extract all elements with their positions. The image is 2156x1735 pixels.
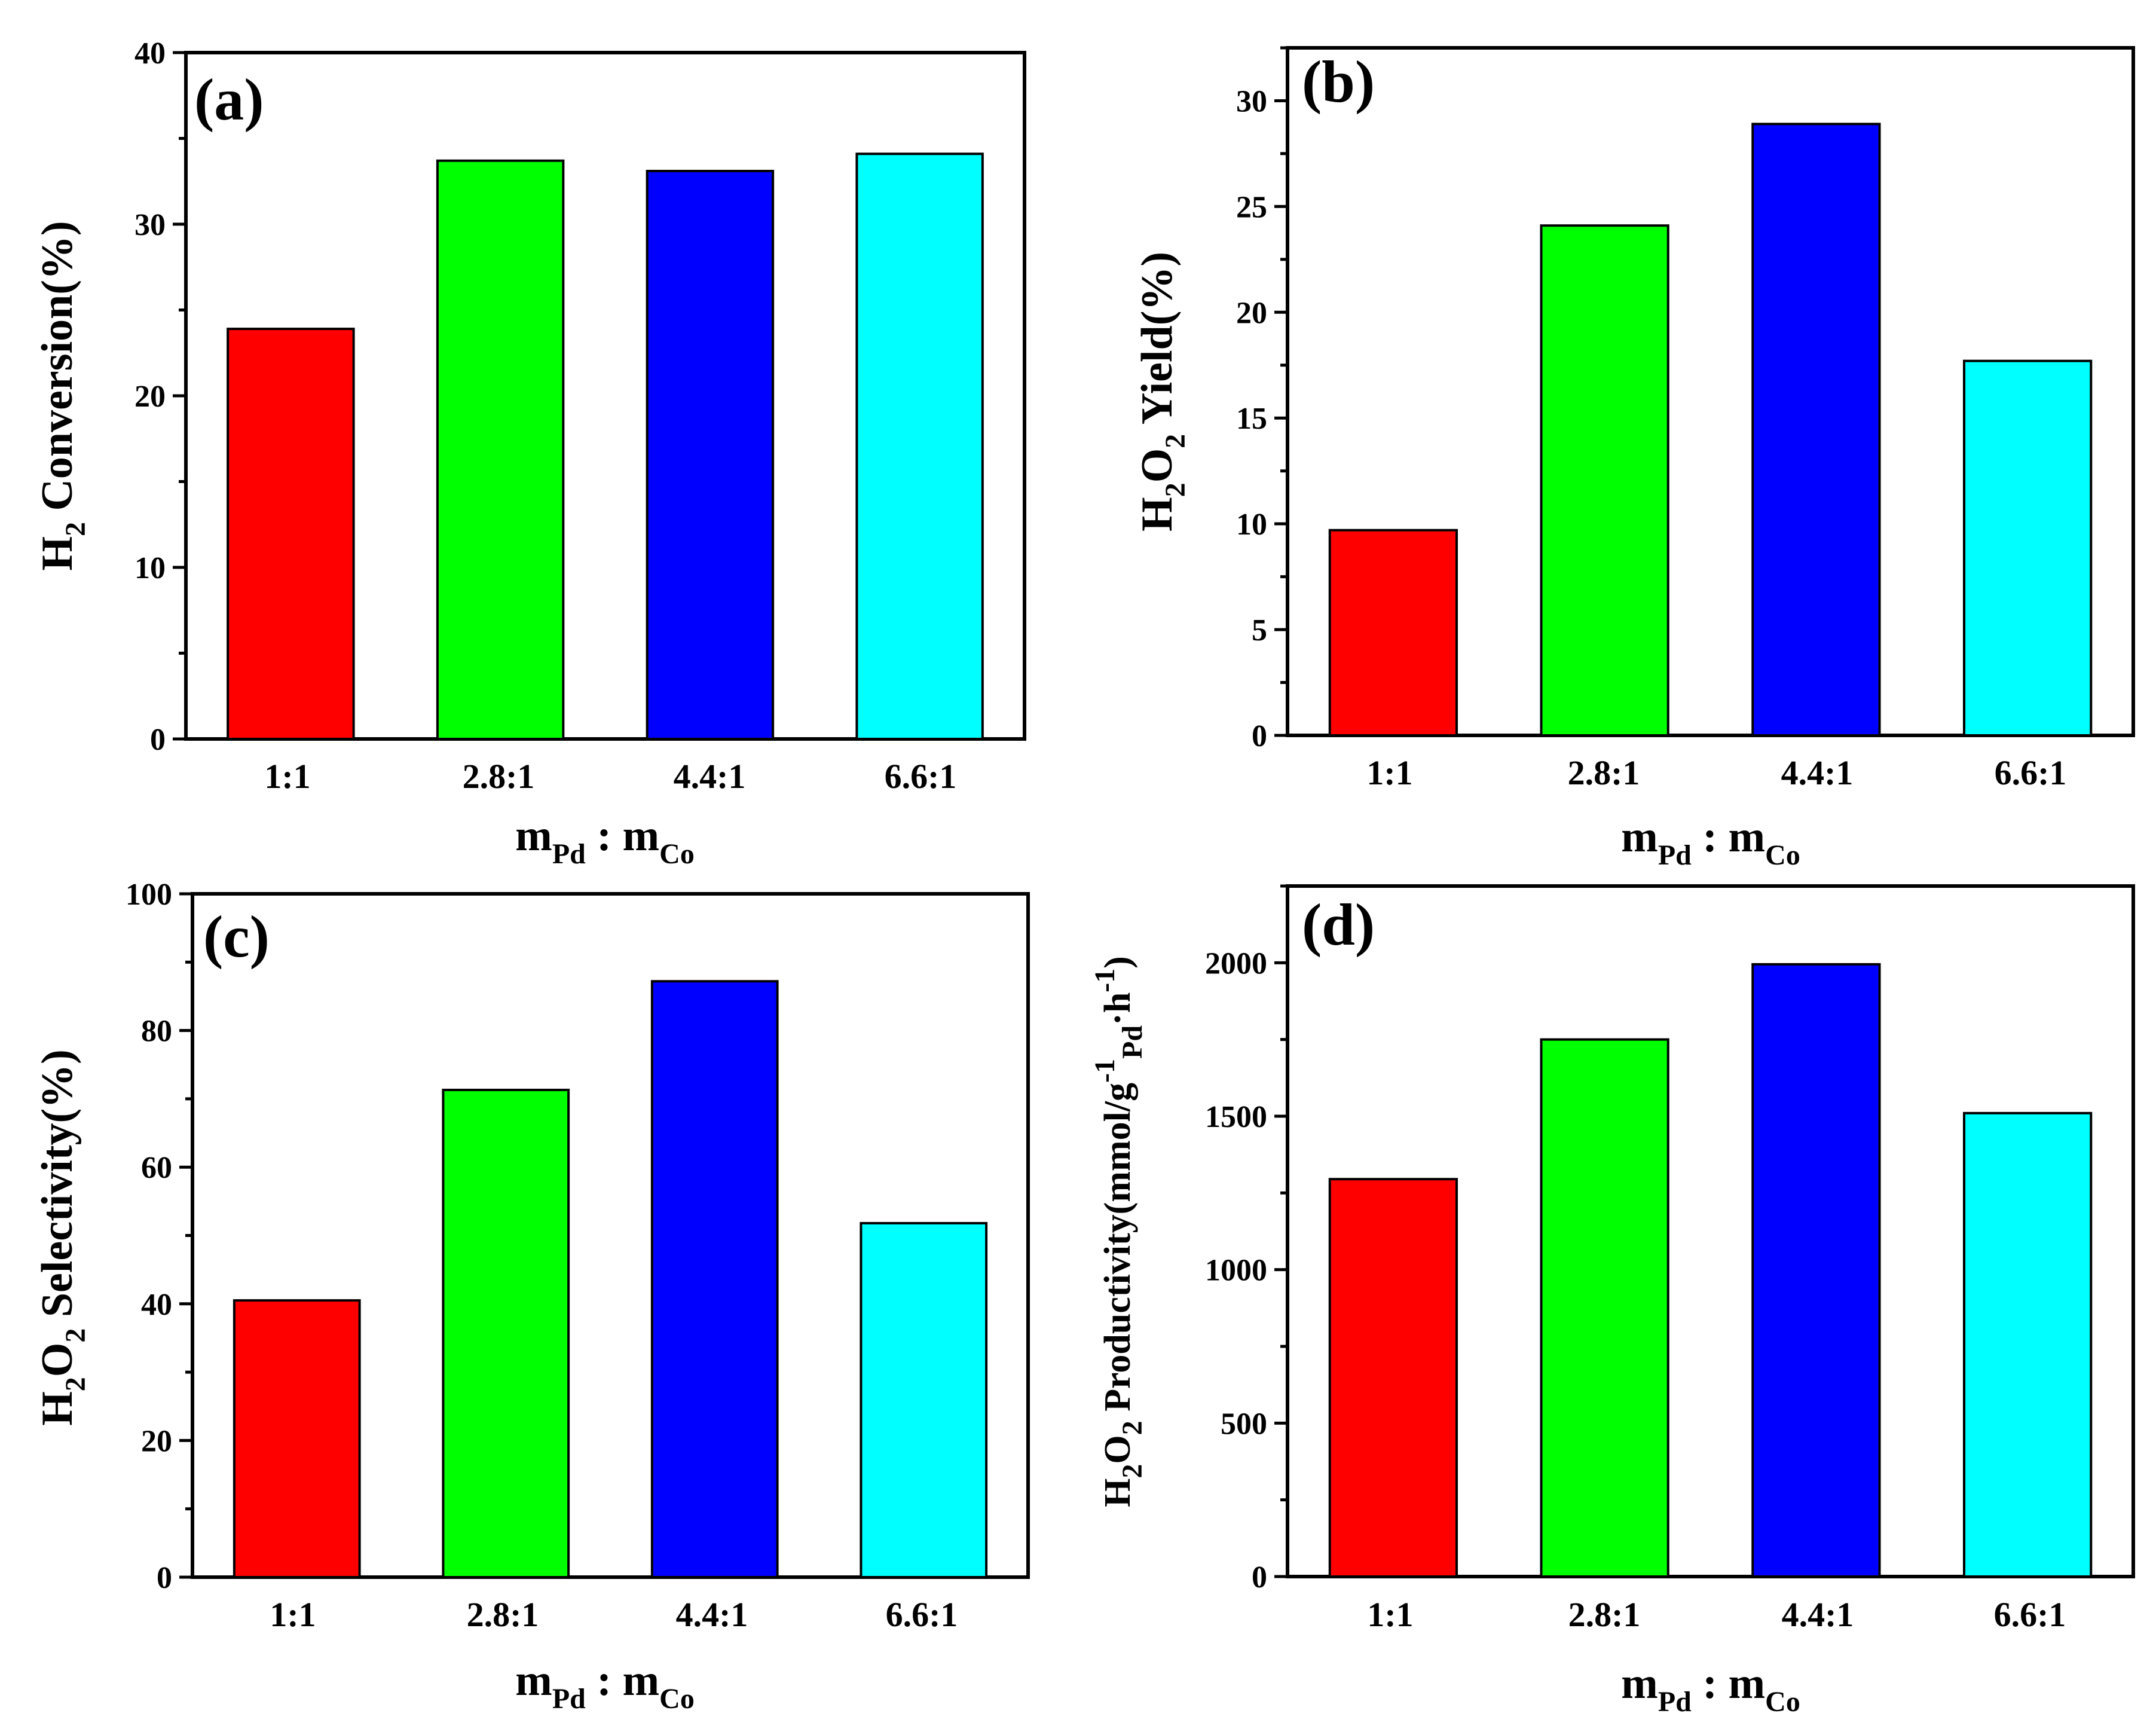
bar-1:1 bbox=[233, 1299, 361, 1578]
bar-1:1 bbox=[227, 328, 355, 740]
y-tick-label: 0 bbox=[157, 1561, 172, 1595]
x-tick-label: 4.4:1 bbox=[1782, 1595, 1854, 1634]
x-category-labels: 1:1 2.8:1 4.4:1 6.6:1 bbox=[270, 1595, 958, 1634]
y-axis-title: H2O2 Productivity(mmol/g-1Pd·h-1) bbox=[1089, 956, 1148, 1507]
x-category-labels: 1:1 2.8:1 4.4:1 6.6:1 bbox=[264, 757, 956, 796]
x-tick-label: 6.6:1 bbox=[886, 1595, 958, 1634]
panel-c: 0 20 40 60 80 100 1:1 2.8:1 4.4:1 6.6:1 (c) m… bbox=[33, 878, 1030, 1715]
y-axis-ticks: 0 5 10 15 20 25 30 bbox=[1236, 46, 1288, 753]
bar-6.6:1 bbox=[1963, 359, 2093, 737]
y-tick-label: 40 bbox=[141, 1288, 172, 1322]
x-tick-label: 1:1 bbox=[270, 1595, 316, 1634]
y-axis-ticks: 0 10 20 30 40 bbox=[134, 36, 186, 757]
y-tick-label: 15 bbox=[1236, 402, 1267, 436]
y-tick-label: 30 bbox=[134, 208, 166, 242]
x-tick-label: 4.4:1 bbox=[1781, 753, 1854, 792]
y-tick-label: 0 bbox=[1252, 719, 1267, 753]
x-axis-title: mPd : mCo bbox=[515, 1656, 695, 1715]
bar-6.6:1 bbox=[1963, 1111, 2093, 1578]
y-tick-label: 2000 bbox=[1205, 946, 1267, 980]
y-tick-label: 0 bbox=[150, 723, 166, 757]
x-category-labels: 1:1 2.8:1 4.4:1 6.6:1 bbox=[1367, 1595, 2066, 1634]
plot-frame bbox=[1286, 46, 2135, 737]
panel-label: (a) bbox=[194, 66, 264, 133]
y-tick-label: 5 bbox=[1252, 613, 1267, 647]
y-tick-label: 10 bbox=[1236, 508, 1267, 542]
y-tick-label: 10 bbox=[134, 551, 166, 585]
y-tick-label: 25 bbox=[1236, 190, 1267, 224]
x-tick-label: 1:1 bbox=[264, 757, 310, 796]
bar-1:1 bbox=[1328, 529, 1458, 737]
x-tick-label: 6.6:1 bbox=[885, 757, 957, 796]
y-tick-label: 1000 bbox=[1205, 1254, 1267, 1288]
x-tick-label: 1:1 bbox=[1366, 753, 1412, 792]
y-tick-label: 80 bbox=[141, 1015, 172, 1049]
panel-b: 0 5 10 15 20 25 30 1:1 2.8:1 4.4:1 6.6:1 (b) m… bbox=[1133, 46, 2135, 871]
panel-a: 0 10 20 30 40 1:1 2.8:1 4.4:1 6.6:1 (a) mPd … bbox=[33, 36, 1026, 870]
bar-4.4:1 bbox=[646, 170, 775, 740]
panel-label: (d) bbox=[1302, 891, 1375, 958]
x-axis-title: mPd : mCo bbox=[515, 811, 695, 870]
y-axis-title: H2 Conversion(%) bbox=[33, 221, 91, 570]
x-tick-label: 1:1 bbox=[1367, 1595, 1413, 1634]
bar-group bbox=[1328, 123, 2093, 737]
x-tick-label: 6.6:1 bbox=[1994, 1595, 2066, 1634]
y-tick-label: 100 bbox=[126, 878, 172, 912]
x-axis-title: mPd : mCo bbox=[1621, 812, 1800, 871]
bar-1:1 bbox=[1328, 1178, 1458, 1578]
y-tick-label: 500 bbox=[1221, 1407, 1267, 1441]
y-tick-label: 30 bbox=[1236, 84, 1267, 118]
y-tick-label: 1500 bbox=[1205, 1100, 1267, 1134]
bar-2.8:1 bbox=[1540, 224, 1669, 737]
bar-group bbox=[233, 980, 988, 1578]
x-tick-label: 2.8:1 bbox=[467, 1595, 539, 1634]
x-tick-label: 4.4:1 bbox=[676, 1595, 748, 1634]
panel-label: (c) bbox=[203, 903, 270, 970]
y-axis-ticks: 0 20 40 60 80 100 bbox=[126, 878, 192, 1595]
x-category-labels: 1:1 2.8:1 4.4:1 6.6:1 bbox=[1366, 753, 2066, 792]
x-tick-label: 4.4:1 bbox=[674, 757, 746, 796]
x-tick-label: 2.8:1 bbox=[463, 757, 535, 796]
bar-2.8:1 bbox=[436, 159, 565, 740]
x-tick-label: 2.8:1 bbox=[1568, 753, 1640, 792]
panel-d: 0 500 1000 1500 2000 1:1 2.8:1 4.4:1 6.6:1 (… bbox=[1089, 884, 2135, 1718]
x-tick-label: 2.8:1 bbox=[1568, 1595, 1641, 1634]
y-axis-ticks: 0 500 1000 1500 2000 bbox=[1205, 884, 1288, 1595]
bar-2.8:1 bbox=[442, 1089, 570, 1578]
bar-6.6:1 bbox=[855, 152, 984, 740]
bar-4.4:1 bbox=[650, 980, 779, 1578]
y-axis-title: H2O2 Yield(%) bbox=[1133, 252, 1191, 532]
bar-2.8:1 bbox=[1540, 1038, 1669, 1578]
y-axis-title: H2O2 Selectivity(%) bbox=[33, 1049, 91, 1426]
y-tick-label: 20 bbox=[134, 380, 166, 414]
bar-4.4:1 bbox=[1751, 123, 1881, 737]
bar-group bbox=[1328, 963, 2093, 1578]
y-tick-label: 20 bbox=[1236, 296, 1267, 330]
bar-6.6:1 bbox=[860, 1221, 988, 1578]
panel-label: (b) bbox=[1302, 48, 1375, 115]
plot-frame bbox=[1286, 884, 2135, 1578]
bar-4.4:1 bbox=[1751, 963, 1881, 1578]
y-tick-label: 40 bbox=[134, 36, 166, 71]
y-tick-label: 0 bbox=[1252, 1560, 1267, 1595]
x-tick-label: 6.6:1 bbox=[1995, 753, 2067, 792]
y-tick-label: 60 bbox=[141, 1151, 172, 1185]
x-axis-title: mPd : mCo bbox=[1621, 1659, 1800, 1718]
bar-group bbox=[227, 152, 984, 740]
y-tick-label: 20 bbox=[141, 1424, 172, 1458]
